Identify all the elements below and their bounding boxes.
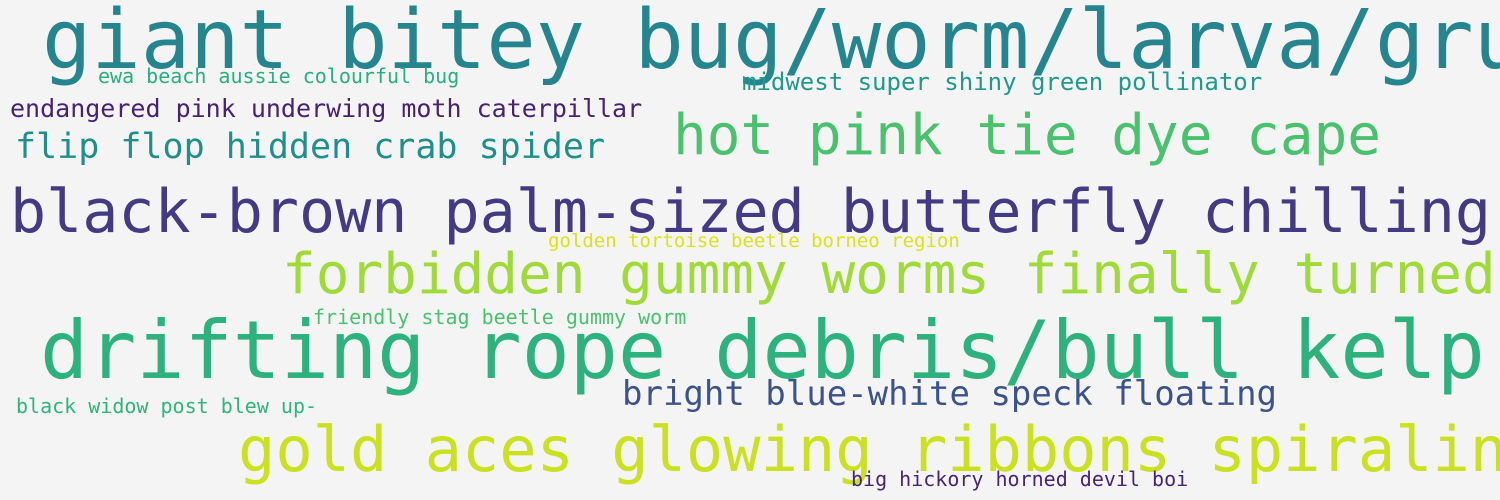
phrase-midwest-pollinator: midwest super shiny green pollinator <box>742 68 1263 96</box>
phrase-palm-sized-butterfly: black-brown palm-sized butterfly chillin… <box>10 177 1492 247</box>
phrase-crab-spider: flip flop hidden crab spider <box>15 127 606 167</box>
phrase-stag-beetle: friendly stag beetle gummy worm <box>313 305 687 329</box>
phrase-giant-bitey-bug: giant bitey bug/worm/larva/grub <box>42 0 1500 88</box>
phrase-hickory-horned-devil: big hickory horned devil boi <box>851 467 1189 491</box>
phrase-black-widow: black widow post blew up- <box>16 394 318 418</box>
phrase-tie-dye-cape: hot pink tie dye cape <box>673 103 1382 168</box>
phrase-forbidden-gummy-worms: forbidden gummy worms finally turned <box>282 242 1496 307</box>
phrase-glowing-ribbons: gold aces glowing ribbons spiraling <box>238 413 1500 486</box>
phrase-blue-white-speck: bright blue-white speck floating <box>622 374 1278 414</box>
phrase-underwing-moth: endangered pink underwing moth caterpill… <box>10 94 643 123</box>
phrase-golden-tortoise-beetle: golden tortoise beetle borneo region <box>548 230 960 252</box>
phrase-drifting-rope-debris: drifting rope debris/bull kelp <box>40 304 1485 397</box>
phrase-ewa-beach-bug: ewa beach aussie colourful bug <box>98 64 460 88</box>
